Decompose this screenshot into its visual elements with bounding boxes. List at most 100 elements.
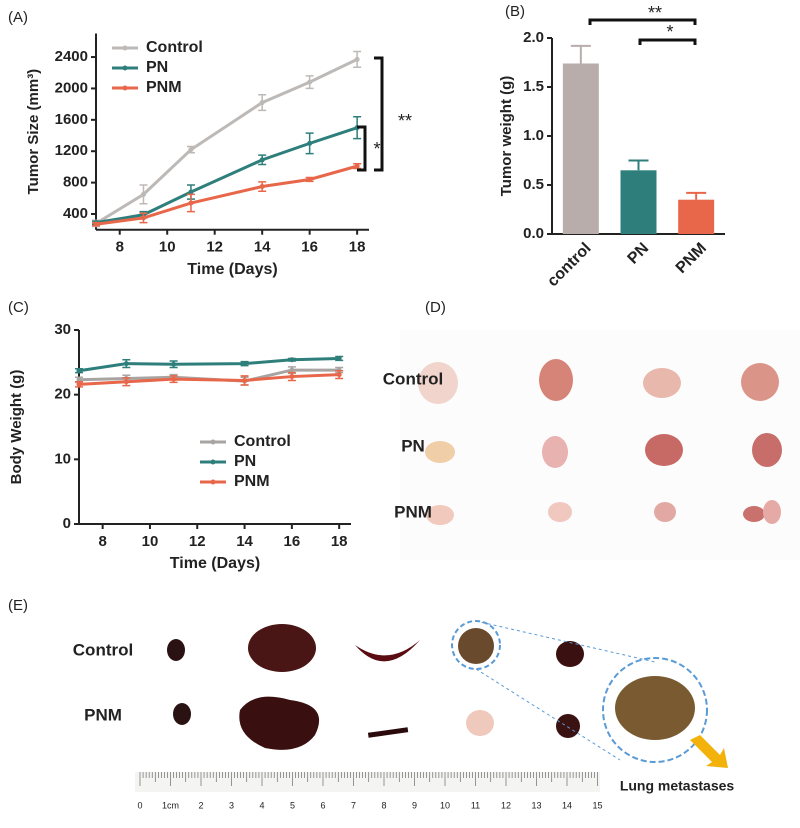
y-tick-label: 1600 (55, 111, 88, 128)
ruler-label: 13 (531, 800, 541, 810)
x-tick-label: 14 (236, 533, 253, 550)
y-tick-label: 0 (63, 515, 71, 532)
ruler (135, 772, 600, 792)
tumor (643, 368, 681, 398)
point (140, 215, 146, 221)
y-axis-label: Tumor weight (g) (498, 76, 515, 197)
organ-zoom (615, 676, 695, 740)
photo-background (400, 330, 800, 560)
significance-bracket (588, 18, 697, 25)
legend-label: PNM (146, 79, 182, 96)
series-line (95, 58, 358, 225)
x-tick-label: 18 (331, 533, 348, 550)
y-tick-label: 10 (54, 450, 71, 467)
point (336, 372, 342, 378)
organ (173, 703, 191, 725)
point (171, 361, 177, 367)
y-tick-label: 2000 (55, 79, 88, 96)
significance-label: * (373, 139, 380, 159)
row-label: Control (73, 640, 133, 659)
legend-marker (210, 439, 216, 445)
legend-label: PN (146, 59, 168, 76)
zoom-circle (602, 657, 708, 763)
ruler-label: 3 (229, 800, 234, 810)
significance-bracket (357, 125, 367, 172)
point (188, 200, 194, 206)
ruler-label: 12 (501, 800, 511, 810)
point (336, 355, 342, 361)
organ (248, 624, 316, 672)
panel-label: (B) (505, 3, 525, 20)
legend-marker (122, 45, 128, 51)
legend-label: Control (234, 433, 291, 450)
error-bar (628, 159, 649, 171)
point (93, 221, 99, 227)
series-line (95, 164, 358, 226)
significance-bracket (638, 38, 697, 45)
organ (466, 710, 494, 736)
legend-marker (210, 459, 216, 465)
point (242, 361, 248, 367)
tumor (539, 359, 573, 401)
y-tick-label: 0.0 (523, 225, 544, 242)
ruler-label: 7 (351, 800, 356, 810)
point (76, 368, 82, 374)
y-tick-label: 1.0 (523, 127, 544, 144)
point (307, 79, 313, 85)
ruler-label: 1cm (162, 800, 179, 810)
callout-label: Lung metastases (620, 778, 735, 794)
tumor (425, 441, 455, 463)
row-label: PNM (84, 705, 122, 724)
ruler-label: 8 (381, 800, 386, 810)
point (259, 100, 265, 106)
tumor (763, 500, 781, 524)
legend-label: PNM (234, 473, 270, 490)
x-tick-label: 14 (254, 239, 271, 256)
tumor (741, 363, 779, 401)
panel-label: (A) (8, 9, 28, 26)
y-tick-label: 0.5 (523, 176, 544, 193)
tumor (645, 434, 683, 466)
ruler-label: 0 (137, 800, 142, 810)
significance-label: * (666, 22, 673, 42)
bar (562, 63, 599, 235)
y-tick-label: 30 (54, 321, 71, 338)
y-axis-label: Tumor Size (mm³) (25, 69, 42, 195)
significance-label: ** (398, 111, 412, 131)
ruler-label: 14 (562, 800, 572, 810)
panel-label: (E) (8, 597, 28, 614)
point (171, 376, 177, 382)
point (354, 163, 360, 169)
ruler-label: 11 (471, 800, 480, 810)
point (242, 377, 248, 383)
tumor (548, 502, 572, 522)
point (140, 191, 146, 197)
point (307, 140, 313, 146)
tumor (654, 502, 676, 522)
x-tick-label: 16 (284, 533, 301, 550)
tumor (426, 505, 454, 525)
tumor (743, 506, 765, 522)
tumor (418, 362, 458, 404)
ruler-label: 2 (198, 800, 203, 810)
y-tick-label: 2.0 (523, 29, 544, 46)
error-bar (686, 191, 707, 200)
point (289, 357, 295, 363)
panel-label: (C) (8, 299, 29, 316)
x-tick-label: 8 (98, 533, 106, 550)
organ (556, 714, 580, 738)
x-tick-label: 8 (116, 239, 124, 256)
row-label: PN (401, 436, 425, 455)
point (123, 361, 129, 367)
point (354, 56, 360, 62)
x-axis-label: Time (Days) (187, 261, 277, 278)
point (289, 367, 295, 373)
point (289, 374, 295, 380)
y-axis-label: Body Weight (g) (8, 370, 25, 485)
x-tick-label: 18 (349, 239, 366, 256)
bar (678, 199, 715, 234)
series-line (78, 373, 340, 386)
x-tick-label: control (544, 240, 594, 290)
zoom-line (475, 668, 621, 761)
